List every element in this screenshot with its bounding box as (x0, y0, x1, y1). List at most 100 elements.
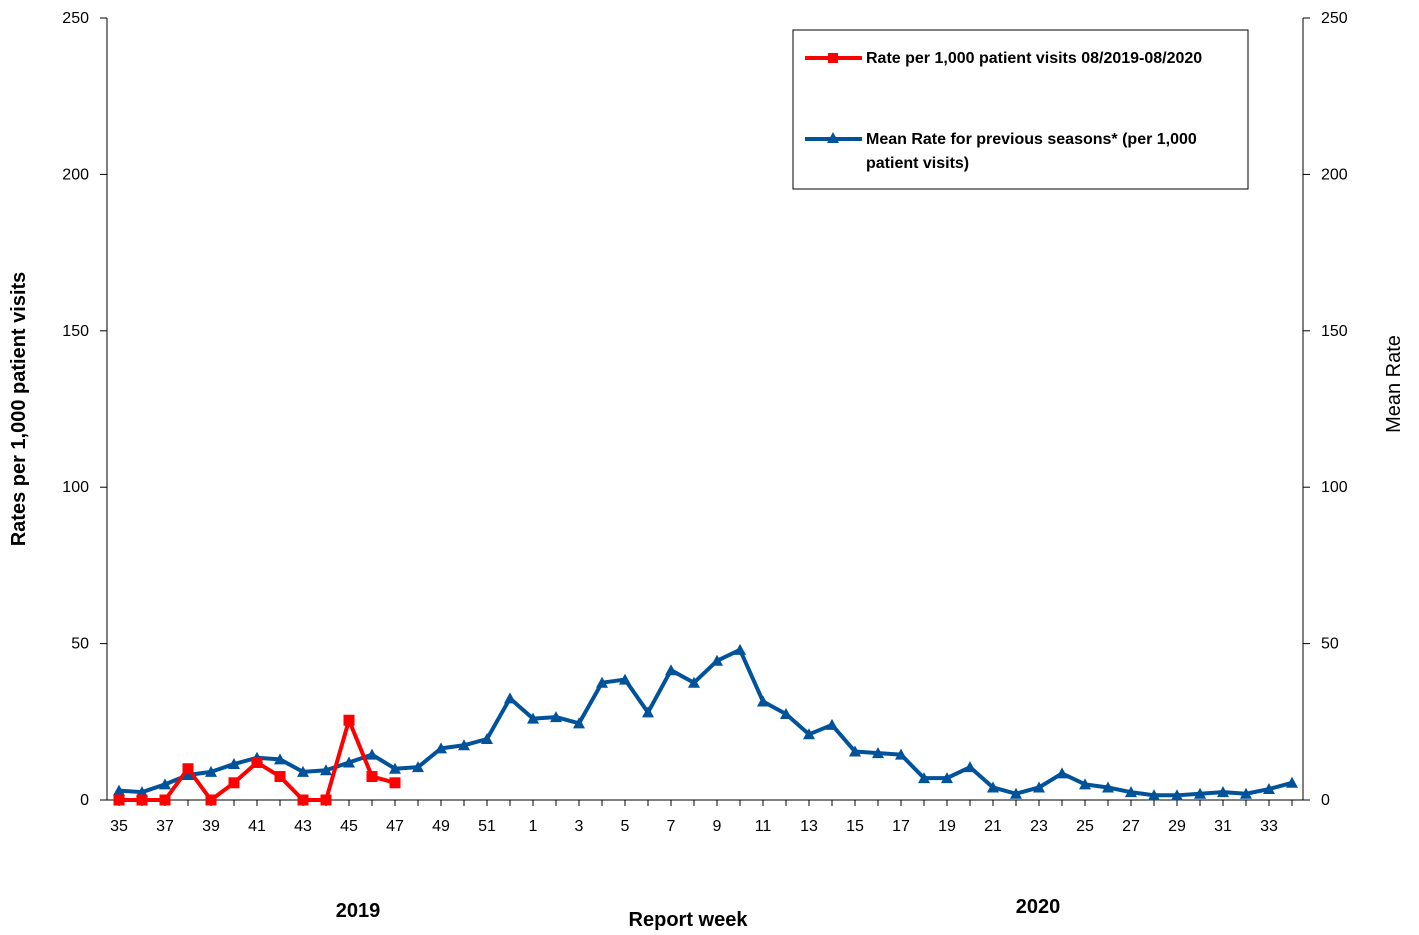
y2-tick-label: 100 (1321, 479, 1348, 496)
mean-rate-point (159, 778, 171, 790)
x-axis-title: Report week (629, 909, 749, 931)
current-rate-point (274, 771, 286, 783)
mean-rate-point (780, 707, 792, 719)
x-tick-label: 11 (755, 818, 772, 835)
legend: Rate per 1,000 patient visits 08/2019-08… (792, 29, 1249, 190)
mean-rate-point (872, 747, 884, 759)
mean-rate-point (573, 717, 585, 729)
mean-rate-point (297, 765, 309, 777)
mean-rate-point (1125, 786, 1137, 798)
mean-rate-point (964, 761, 976, 773)
mean-rate-point (205, 765, 217, 777)
current-rate-point (228, 777, 240, 789)
legend-box (792, 29, 1249, 190)
mean-rate-point (113, 784, 125, 796)
mean-rate-point (1148, 789, 1160, 801)
x-tick-label: 21 (984, 818, 1002, 835)
current-rate-point (113, 794, 125, 806)
mean-rate-point (757, 695, 769, 707)
x-tick-label: 51 (478, 818, 496, 835)
mean-rate-point (550, 711, 562, 723)
x-tick-label: 3 (575, 818, 584, 835)
current-rate-point (389, 777, 401, 789)
mean-rate-point (1010, 787, 1022, 799)
mean-rate-point (1194, 787, 1206, 799)
legend-label-blue: Mean Rate for previous seasons* (per 1,0… (866, 131, 1201, 172)
mean-rate-point (918, 772, 930, 784)
mean-rate-point (527, 712, 539, 724)
y2-axis-title: Mean Rate (1383, 335, 1405, 433)
mean-rate-point (619, 673, 631, 685)
x-tick-label: 1 (529, 818, 538, 835)
mean-rate-point (481, 733, 493, 745)
mean-rate-point (941, 772, 953, 784)
mean-rate-point (1033, 781, 1045, 793)
right-y-ticks: 0 50 100 150 200 250 (1303, 10, 1348, 809)
mean-rate-point (435, 742, 447, 754)
current-rate-point (182, 763, 194, 775)
mean-rate-point (1079, 778, 1091, 790)
legend-label-blue-line-1: Mean Rate for previous seasons* (per 1,0… (866, 131, 1197, 148)
x-tick-label: 45 (340, 818, 358, 835)
mean-rate-point (228, 758, 240, 770)
mean-rate-point (826, 718, 838, 730)
y-tick-label: 150 (62, 323, 89, 340)
x-tick-label: 37 (156, 818, 174, 835)
x-tick-label: 29 (1168, 818, 1186, 835)
year-label-2019: 2019 (336, 900, 381, 922)
mean-rate-point (412, 761, 424, 773)
mean-rate-point (182, 768, 194, 780)
y2-tick-label: 250 (1321, 10, 1348, 27)
mean-rate-point (1263, 783, 1275, 795)
current-rate-point (251, 756, 263, 768)
y-tick-label: 250 (62, 10, 89, 27)
x-tick-label: 41 (248, 818, 266, 835)
current-rate-point (205, 794, 217, 806)
mean-rate-point (665, 664, 677, 676)
x-tick-label: 5 (621, 818, 630, 835)
y-tick-label: 0 (80, 792, 89, 809)
current-rate-point (320, 794, 332, 806)
x-tick-label: 31 (1214, 818, 1232, 835)
mean-rate-line (118, 647, 1293, 798)
current-rate-point (343, 714, 355, 726)
x-tick-label: 19 (938, 818, 956, 835)
series-markers (113, 643, 1298, 806)
legend-label-blue-line-2: patient visits) (866, 155, 969, 172)
current-rate-point (366, 771, 378, 783)
mean-rate-point (343, 756, 355, 768)
y2-tick-label: 200 (1321, 166, 1348, 183)
mean-rate-point (1240, 787, 1252, 799)
current-rate-point (136, 794, 148, 806)
mean-rate-point (366, 748, 378, 760)
x-tick-label: 13 (800, 818, 818, 835)
mean-rate-point (987, 781, 999, 793)
mean-rate-point (734, 643, 746, 655)
mean-rate-point (803, 728, 815, 740)
mean-rate-point (389, 762, 401, 774)
mean-rate-point (642, 706, 654, 718)
y2-tick-label: 0 (1321, 792, 1330, 809)
x-tick-label: 39 (202, 818, 220, 835)
x-tick-label: 23 (1030, 818, 1048, 835)
x-tick-label: 27 (1122, 818, 1140, 835)
current-rate-point (297, 794, 309, 806)
mean-rate-point (895, 748, 907, 760)
x-tick-label: 33 (1260, 818, 1278, 835)
x-tick-label: 15 (846, 818, 864, 835)
x-tick-label: 49 (432, 818, 450, 835)
series-lines (118, 647, 1293, 802)
mean-rate-point (1171, 789, 1183, 801)
mean-rate-point (504, 692, 516, 704)
mean-rate-point (320, 764, 332, 776)
x-tick-label: 47 (386, 818, 404, 835)
left-y-ticks: 0 50 100 150 200 250 (62, 10, 107, 809)
mean-rate-point (1056, 767, 1068, 779)
year-label-2020: 2020 (1016, 896, 1061, 918)
y-tick-label: 100 (62, 479, 89, 496)
mean-rate-point (274, 753, 286, 765)
mean-rate-point (458, 739, 470, 751)
legend-marker-blue (827, 132, 839, 143)
mean-rate-point (688, 676, 700, 688)
